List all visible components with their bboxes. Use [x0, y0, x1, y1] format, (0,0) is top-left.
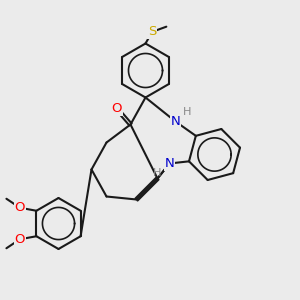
Text: O: O	[15, 201, 25, 214]
Text: O: O	[112, 102, 122, 116]
Text: O: O	[15, 233, 25, 246]
Text: N: N	[171, 115, 180, 128]
Text: N: N	[165, 157, 174, 170]
Text: H: H	[153, 167, 162, 178]
Text: S: S	[148, 25, 156, 38]
Text: H: H	[183, 107, 192, 117]
Text: S: S	[148, 25, 156, 38]
